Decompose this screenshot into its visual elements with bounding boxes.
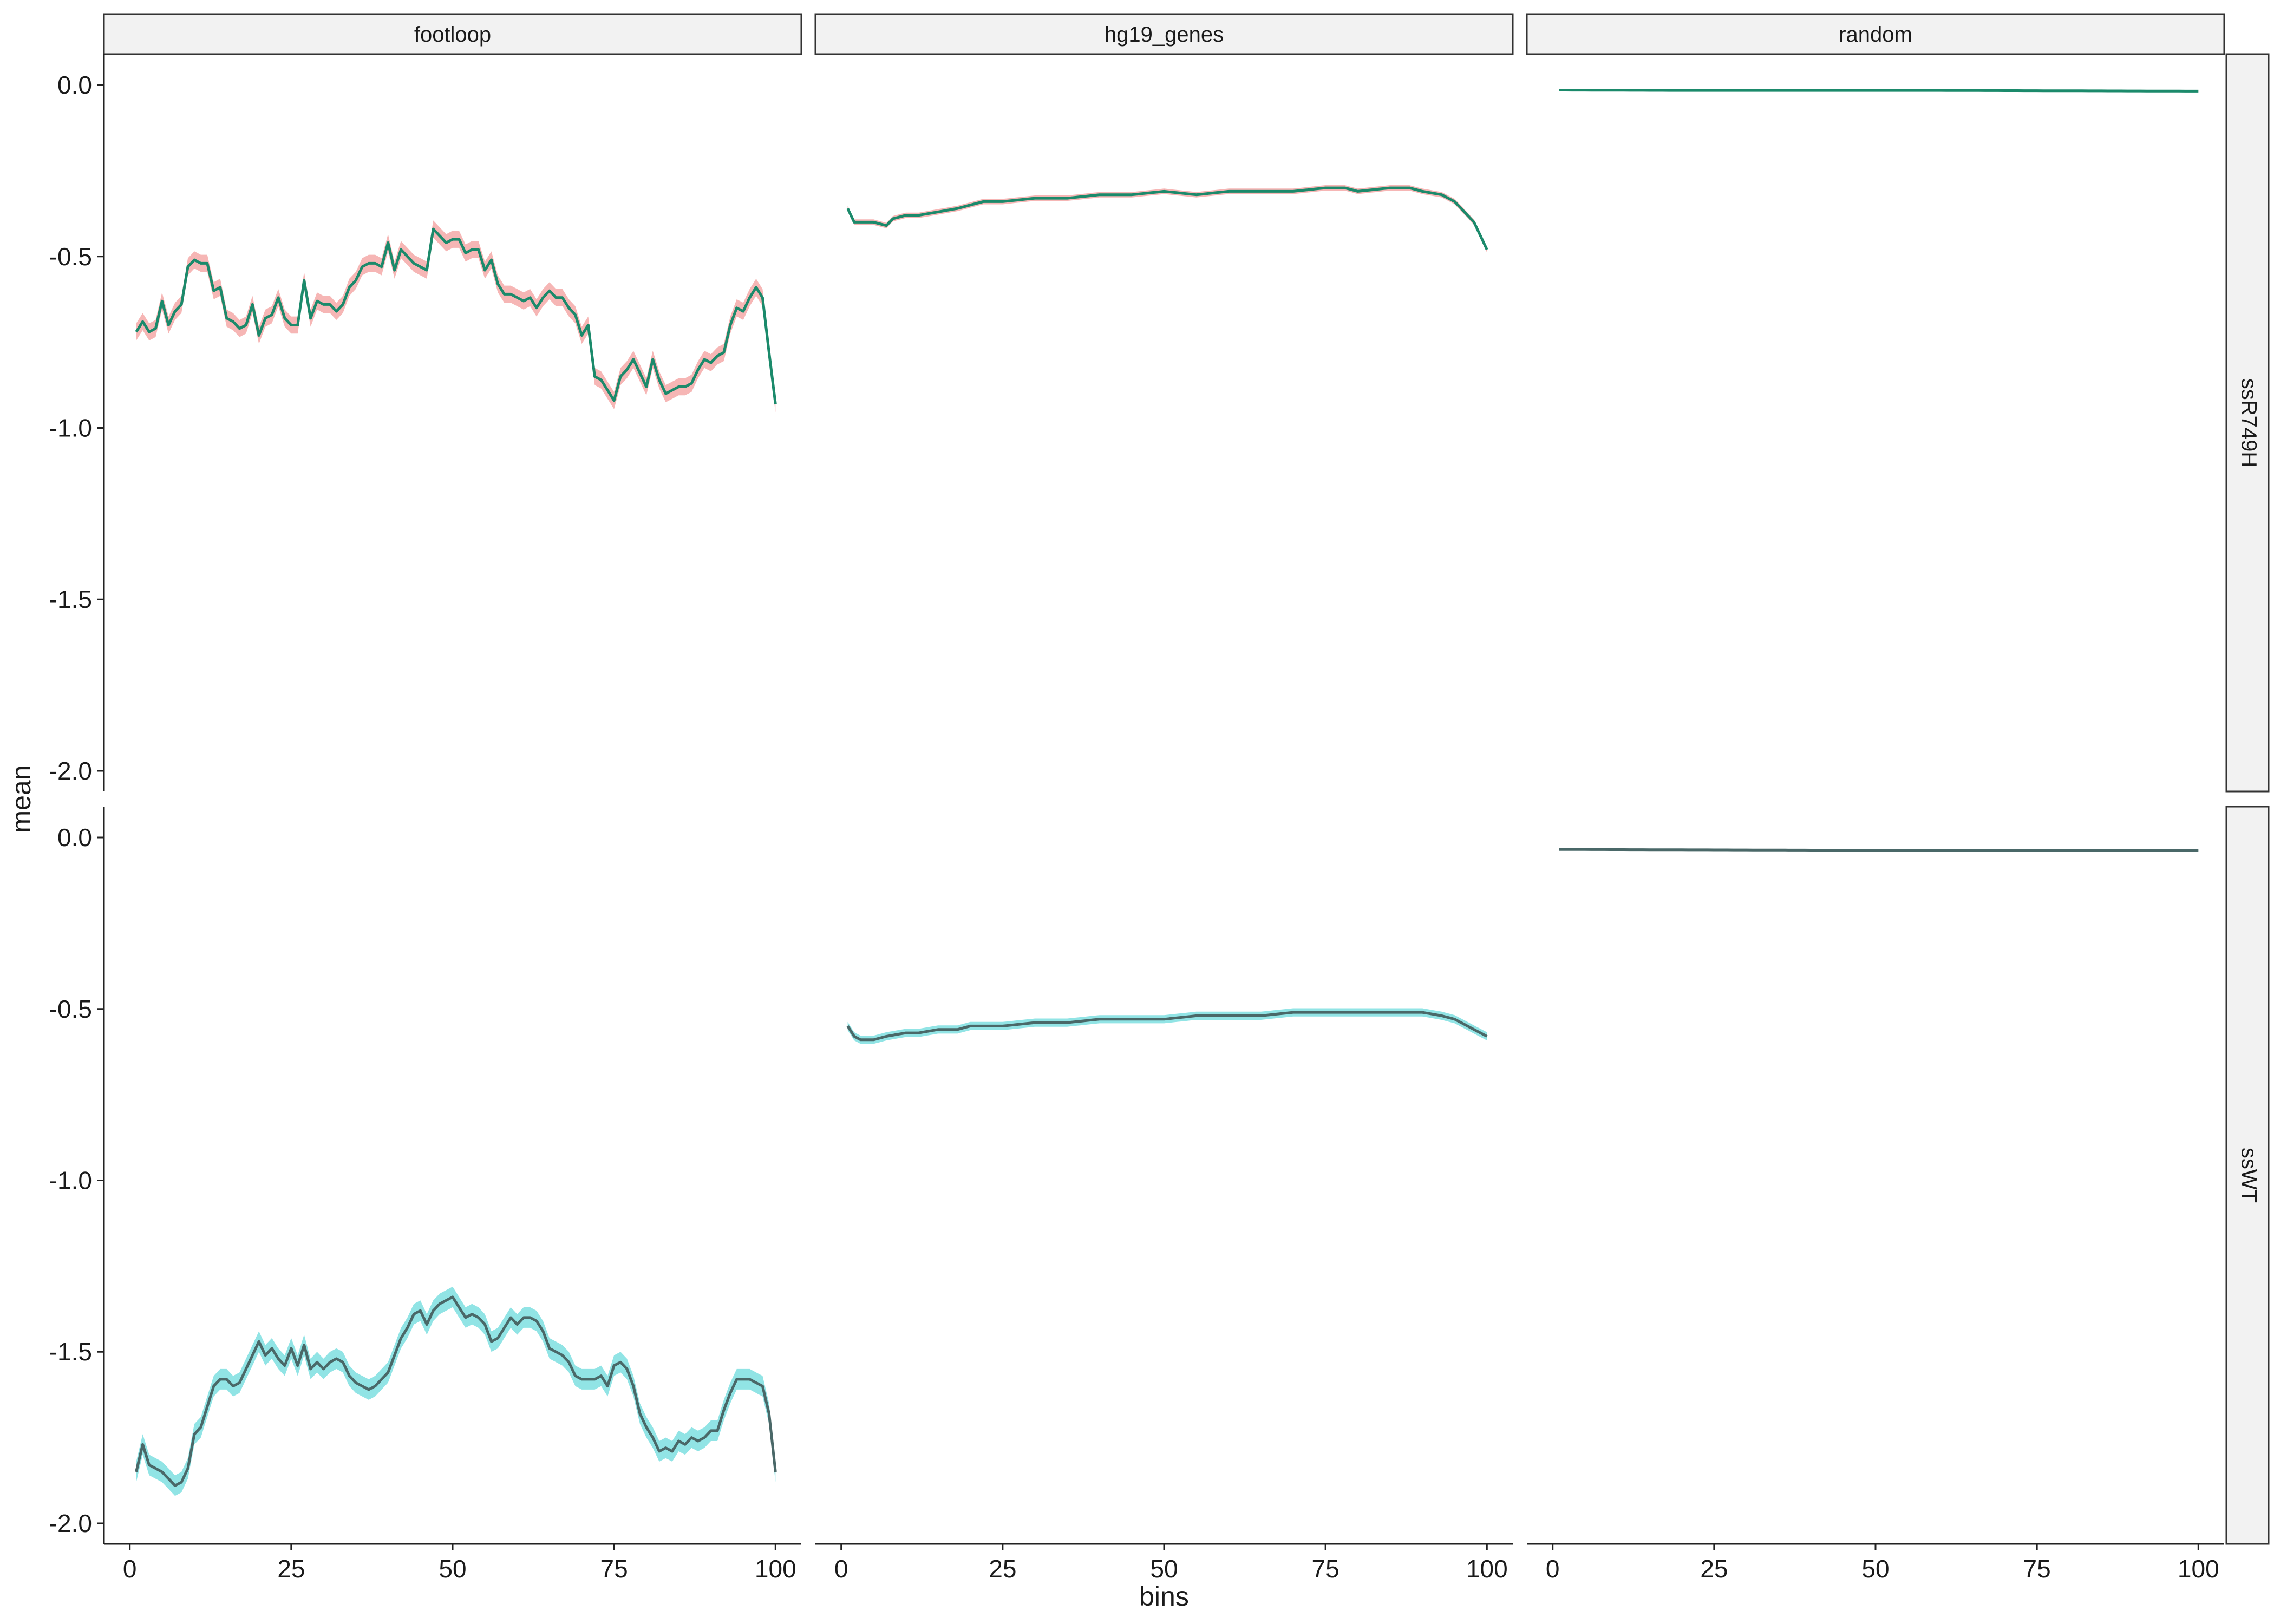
y-tick-label: -2.0 (49, 1509, 92, 1537)
strip-random (1526, 13, 2225, 55)
series-line-ssR749H-random (1559, 89, 2199, 93)
x-tick-label: 0 (123, 1555, 137, 1583)
series-line-ssWT-footloop (135, 1295, 777, 1487)
x-tick-label: 50 (1861, 1555, 1889, 1583)
series-line-ssWT-hg19_genes (846, 1011, 1488, 1042)
strip-footloop (103, 13, 802, 55)
x-tick-label: 50 (439, 1555, 466, 1583)
x-tick-label: 75 (2023, 1555, 2051, 1583)
x-tick-label: 75 (1312, 1555, 1339, 1583)
strip-ssWT (2225, 806, 2270, 1545)
x-axis-title: bins (1139, 1581, 1189, 1612)
x-tick-label: 0 (834, 1555, 848, 1583)
x-tick-label: 100 (1466, 1555, 1508, 1583)
y-axis-title: mean (6, 765, 36, 833)
x-tick-label: 25 (989, 1555, 1016, 1583)
x-tick-label: 0 (1546, 1555, 1560, 1583)
ribbon-ssWT-footloop (136, 1286, 776, 1496)
strip-label-ssR749H: ssR749H (2237, 378, 2260, 468)
y-tick-label: 0.0 (57, 71, 92, 99)
strip-label-random: random (1839, 23, 1912, 47)
strip-label-ssWT: ssWT (2237, 1148, 2260, 1203)
y-tick-label: -1.0 (49, 414, 92, 442)
x-tick-label: 100 (755, 1555, 796, 1583)
x-tick-label: 25 (277, 1555, 305, 1583)
y-tick-label: -0.5 (49, 243, 92, 271)
strip-hg19_genes (814, 13, 1514, 55)
ribbon-ssR749H-footloop (136, 220, 776, 412)
strip-label-footloop: footloop (414, 23, 491, 47)
series-line-ssR749H-footloop (135, 227, 777, 404)
y-tick-label: -1.0 (49, 1167, 92, 1195)
x-tick-label: 50 (1150, 1555, 1178, 1583)
ribbon-ssR749H-hg19_genes (847, 185, 1487, 253)
y-tick-label: -0.5 (49, 995, 92, 1023)
y-tick-label: -1.5 (49, 1338, 92, 1366)
series-line-ssR749H-hg19_genes (846, 186, 1488, 251)
y-tick-label: -2.0 (49, 757, 92, 785)
x-tick-label: 100 (2178, 1555, 2219, 1583)
y-tick-label: 0.0 (57, 823, 92, 852)
x-tick-label: 25 (1700, 1555, 1728, 1583)
strip-ssR749H (2225, 53, 2270, 793)
series-line-ssWT-random (1559, 848, 2199, 852)
y-tick-label: -1.5 (49, 585, 92, 613)
x-tick-label: 75 (600, 1555, 628, 1583)
strip-label-hg19_genes: hg19_genes (1105, 23, 1224, 47)
